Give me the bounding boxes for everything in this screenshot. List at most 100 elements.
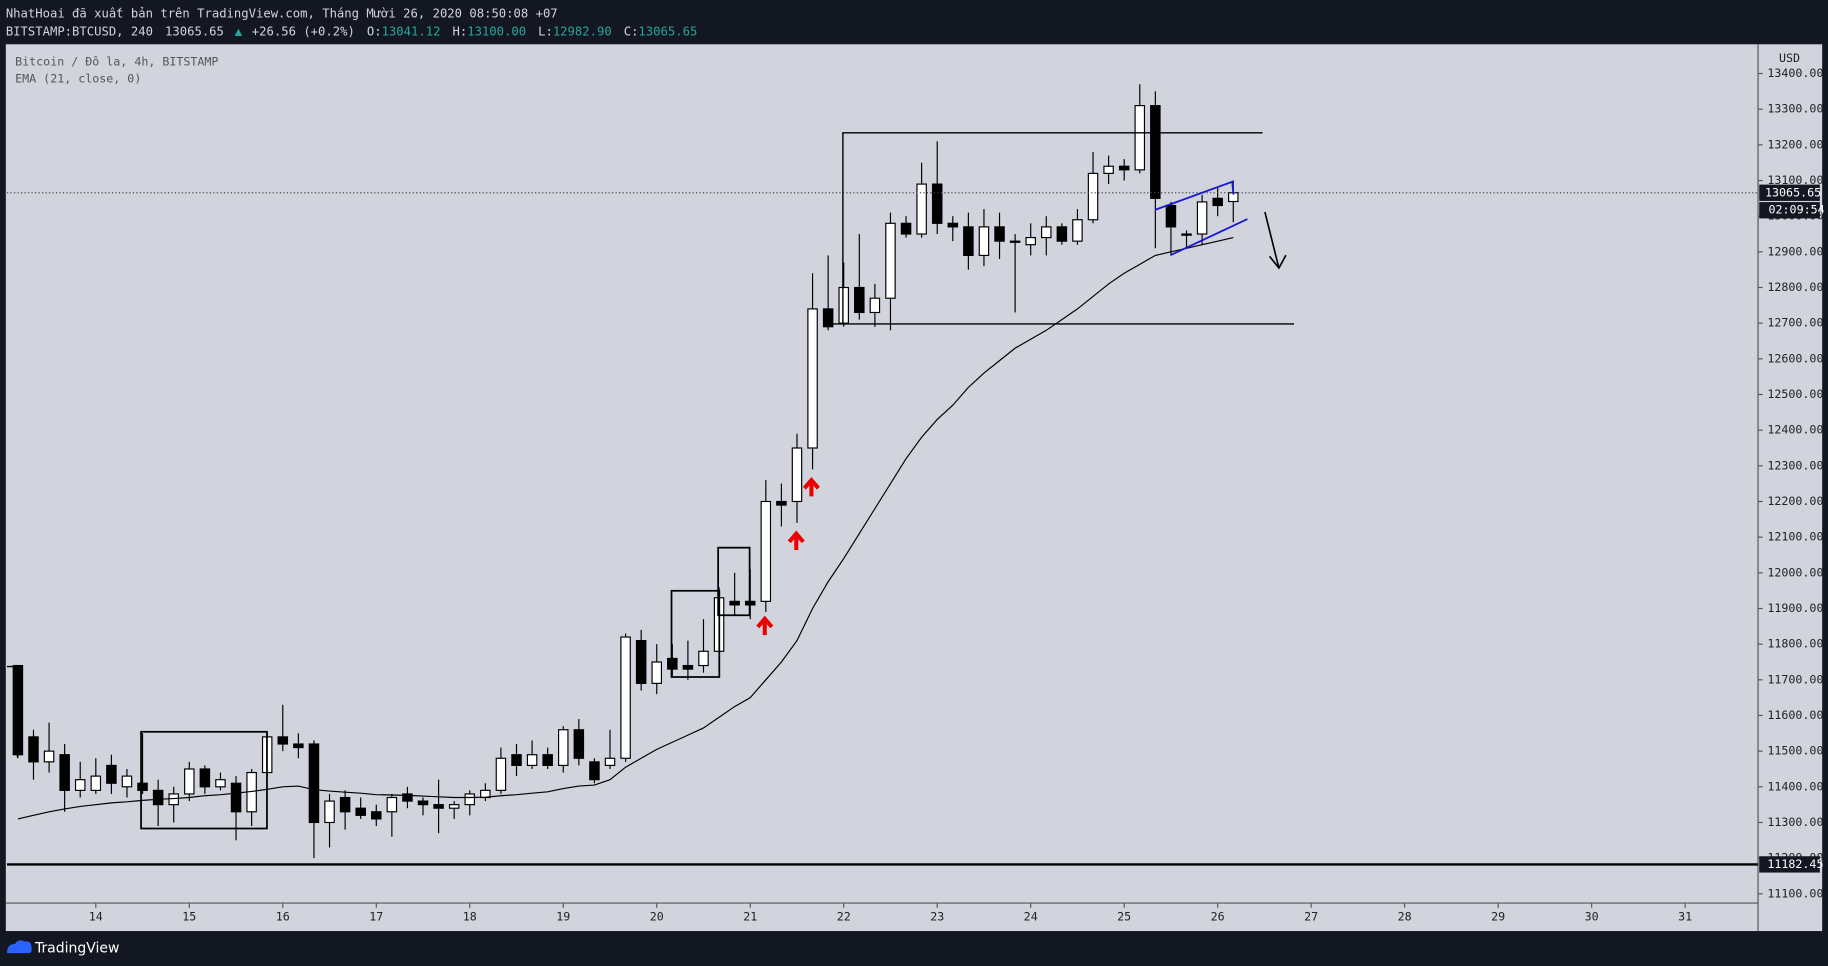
candle-body	[433, 804, 444, 809]
candle-body	[308, 743, 320, 824]
y-tick-label: 11400.00	[1767, 779, 1823, 793]
candle-body	[885, 222, 896, 299]
drawings	[6, 132, 1295, 830]
candle-body	[90, 775, 102, 791]
candle-body	[355, 807, 366, 816]
candle-body	[682, 664, 694, 670]
ohlc-value: 13041.12	[382, 24, 441, 38]
change: +26.56 (+0.2%)	[252, 24, 355, 38]
candle-body	[137, 782, 148, 791]
candle-body	[1041, 226, 1052, 239]
candle-body	[277, 736, 289, 745]
x-tick-label: 21	[743, 910, 757, 924]
candle-body	[402, 793, 413, 802]
ohlc-label: O:	[367, 24, 382, 38]
candle-body	[900, 222, 912, 235]
candle-body	[651, 661, 663, 684]
chart-area	[5, 44, 1823, 932]
candle-body	[1181, 233, 1192, 236]
candle-body	[604, 757, 616, 766]
channel-line	[1170, 218, 1248, 257]
candle-body	[215, 779, 226, 788]
y-tick-label: 11800.00	[1767, 637, 1823, 651]
candle-body	[199, 768, 211, 788]
x-tick-label: 28	[1398, 910, 1412, 924]
support-label: 11182.45	[1767, 857, 1823, 871]
candle-body	[386, 796, 398, 813]
plot: 11100.0011200.0011300.0011400.0011500.00…	[6, 66, 1823, 924]
y-tick-label: 12800.00	[1767, 280, 1823, 294]
x-tick-label: 15	[182, 910, 196, 924]
legend-title: Bitcoin / Đô la, 4h, BITSTAMP	[15, 54, 218, 68]
y-tick-label: 13400.00	[1767, 66, 1823, 80]
candle-body	[495, 757, 507, 791]
y-tick-label: 11900.00	[1767, 601, 1823, 615]
ohlc-label: C:	[624, 24, 639, 38]
candle-body	[464, 793, 476, 806]
x-tick-label: 26	[1211, 910, 1225, 924]
candle-body	[838, 286, 849, 324]
ohlc-value: 13065.65	[638, 24, 697, 38]
candle-body	[729, 600, 740, 606]
candle-body	[511, 754, 522, 766]
change-arrow: ▲	[235, 24, 243, 38]
last-price-tag	[1759, 184, 1820, 201]
candle-body	[931, 183, 943, 224]
candle-body	[28, 736, 39, 763]
candle-body	[1009, 240, 1021, 243]
candle-body	[1165, 204, 1177, 228]
candle-body	[1134, 105, 1146, 171]
candle-body	[1150, 105, 1161, 199]
up-arrow	[787, 530, 805, 551]
x-tick-label: 25	[1117, 910, 1131, 924]
countdown-label: 02:09:54	[1769, 203, 1825, 217]
candle-body	[448, 804, 460, 809]
y-tick-label: 11700.00	[1767, 672, 1823, 686]
x-tick-label: 20	[650, 910, 664, 924]
up-arrow	[802, 476, 820, 497]
candle-body	[43, 750, 55, 763]
candle-body	[963, 226, 974, 256]
box	[140, 730, 268, 830]
candle-body	[557, 729, 569, 766]
candle-body	[1118, 165, 1130, 171]
candle-body	[59, 754, 70, 791]
y-tick-label: 12600.00	[1767, 351, 1823, 365]
symbol-line: BITSTAMP:BTCUSD, 240 13065.65 ▲ +26.56 (…	[6, 24, 697, 38]
candle-body	[760, 500, 772, 602]
y-tick-label: 12400.00	[1767, 423, 1823, 437]
x-tick-label: 17	[369, 910, 383, 924]
y-tick-label: 12200.00	[1767, 494, 1823, 508]
candle-body	[854, 286, 865, 314]
candle-body	[635, 640, 647, 684]
candle-body	[1103, 165, 1114, 174]
channel-line	[1155, 180, 1235, 211]
y-tick-label: 13300.00	[1767, 102, 1823, 116]
ohlc-label: L:	[538, 24, 553, 38]
y-tick-label: 12300.00	[1767, 458, 1823, 472]
legend-ema: EMA (21, close, 0)	[15, 72, 141, 86]
candle-body	[152, 789, 164, 806]
up-arrow	[756, 615, 774, 636]
down-arrow	[1264, 211, 1287, 270]
candle-body	[1025, 236, 1036, 246]
last-price-label: 13065.65	[1765, 185, 1821, 199]
x-tick-label: 27	[1304, 910, 1318, 924]
price: 13065.65	[165, 24, 224, 38]
publish-line: NhatHoai đã xuất bản trên TradingView.co…	[6, 6, 558, 20]
x-tick-label: 30	[1585, 910, 1599, 924]
candle-body	[1212, 197, 1223, 207]
candle-body	[869, 297, 881, 314]
ohlc-value: 12982.90	[553, 24, 612, 38]
range-line	[842, 132, 1263, 324]
candle-body	[620, 636, 631, 759]
candle-body	[698, 650, 709, 667]
ohlc-label: H:	[452, 24, 467, 38]
x-tick-label: 18	[463, 910, 477, 924]
candle-body	[293, 743, 304, 749]
x-tick-label: 29	[1491, 910, 1505, 924]
countdown-tag	[1759, 202, 1820, 219]
axis-unit: USD	[1779, 51, 1800, 65]
candle-body	[1087, 172, 1099, 221]
